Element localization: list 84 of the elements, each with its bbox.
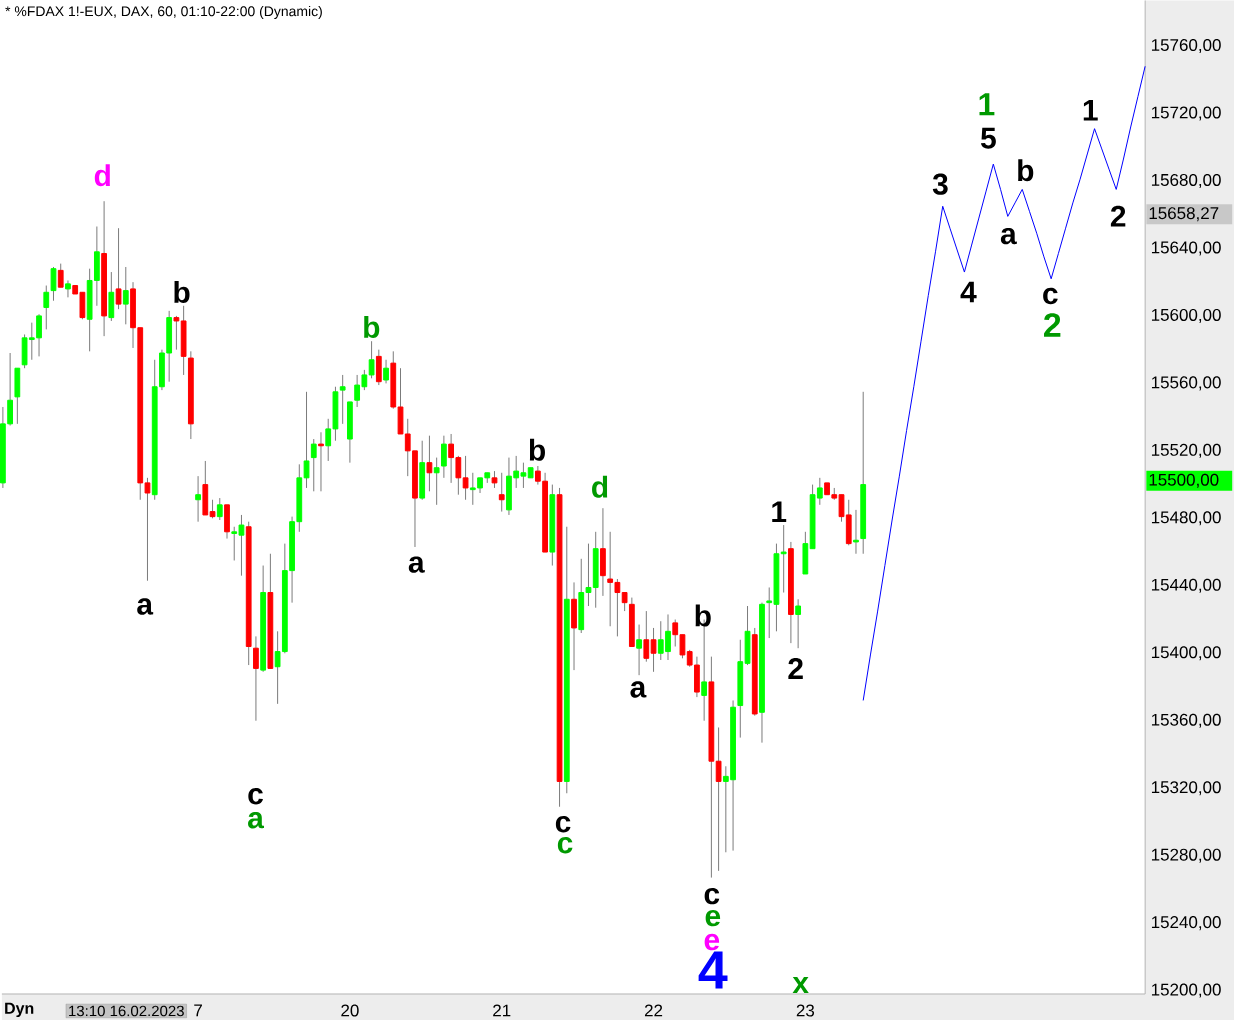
y-tick-label: 15480,00	[1151, 511, 1221, 526]
y-tick-label: 15680,00	[1151, 173, 1221, 189]
candlestick	[173, 315, 180, 351]
y-tick-label: 15720,00	[1151, 106, 1221, 121]
candlestick	[368, 340, 375, 379]
candlestick	[115, 227, 122, 310]
annotation: a	[248, 812, 265, 829]
candlestick	[780, 524, 787, 594]
candlestick	[253, 635, 259, 722]
y-tick-label: 15240,00	[1151, 916, 1221, 931]
candlestick	[339, 374, 346, 425]
candlestick	[498, 472, 505, 513]
y-tick-label: 15600,00	[1151, 308, 1221, 323]
annotation: 2	[788, 658, 803, 679]
annotation: 5	[980, 127, 996, 149]
y-tick-label: 15280,00	[1151, 848, 1221, 863]
y-tick-label: 15520,00	[1151, 443, 1221, 458]
y-tick-label: 15400,00	[1151, 646, 1221, 661]
candlestick	[383, 359, 389, 384]
annotation: 3	[932, 173, 948, 195]
annotation: e	[704, 933, 720, 951]
annotation: b	[695, 604, 711, 627]
annotation: 4	[698, 951, 728, 989]
annotation: a	[1000, 227, 1017, 245]
annotation: 1	[772, 501, 787, 523]
chart-title: * %FDAX 1!-EUX, DAX, 60, 01:10-22:00 (Dynamic)	[5, 5, 322, 20]
annotation: 2	[1110, 205, 1126, 227]
y-tick-label: 15360,00	[1151, 713, 1221, 728]
candlestick	[209, 499, 216, 519]
annotation: a	[408, 556, 425, 573]
annotation: c	[1043, 287, 1058, 305]
annotation: 1	[1083, 100, 1098, 121]
candlestick	[795, 598, 802, 649]
candlestick	[216, 497, 223, 521]
candlestick	[50, 266, 57, 302]
annotation: d	[592, 475, 608, 498]
annotation: b	[529, 438, 545, 461]
text: 13:10 16.02.2023	[69, 1005, 184, 1017]
candlestick	[462, 455, 469, 501]
candlestick	[43, 285, 50, 330]
text: Dyn	[5, 1002, 34, 1018]
candlestick	[318, 431, 324, 492]
y-tick-label: 15560,00	[1151, 376, 1221, 391]
annotation: b	[364, 316, 380, 339]
annotation: c	[557, 837, 573, 854]
candlestick	[310, 438, 317, 492]
annotation: a	[630, 681, 647, 698]
annotation: c	[555, 816, 571, 833]
x-tick-label: 21	[493, 1004, 511, 1017]
annotation: e	[705, 909, 721, 927]
candlestick	[715, 727, 722, 872]
annotation: 4	[960, 281, 977, 303]
x-tick-label: 22	[644, 1004, 663, 1017]
y-tick-label: 15320,00	[1151, 781, 1221, 796]
annotation: b	[174, 281, 190, 304]
candlestick	[426, 435, 433, 492]
y-tick-label: 15760,00	[1151, 39, 1221, 54]
x-tick-label: 7	[194, 1004, 202, 1017]
y-tick-label: 15200,00	[1151, 983, 1221, 998]
annotation: d	[94, 164, 110, 187]
candlestick	[621, 592, 628, 612]
candlestick	[57, 263, 64, 288]
x-tick-label: 23	[796, 1004, 815, 1017]
candlestick	[441, 435, 447, 479]
candlestick	[643, 610, 650, 663]
text: 15500,00	[1149, 473, 1219, 488]
candlestick	[433, 457, 440, 506]
candlestick	[853, 509, 859, 555]
annotation: x	[792, 977, 809, 993]
x-tick-label: 20	[341, 1004, 359, 1017]
candlestick	[650, 627, 657, 673]
candlestick	[636, 624, 642, 676]
y-tick-label: 15640,00	[1151, 241, 1221, 256]
candlestick	[195, 475, 201, 523]
y-tick-label: 15440,00	[1151, 578, 1221, 593]
annotation: c	[704, 887, 720, 905]
candlestick	[122, 266, 129, 325]
annotation: b	[1018, 159, 1034, 182]
annotation: 1	[979, 93, 995, 116]
candlestick	[65, 280, 71, 298]
annotation: c	[248, 788, 263, 805]
text: 15658,27	[1149, 207, 1219, 222]
annotation: a	[137, 598, 154, 615]
annotation: 2	[1044, 313, 1061, 337]
